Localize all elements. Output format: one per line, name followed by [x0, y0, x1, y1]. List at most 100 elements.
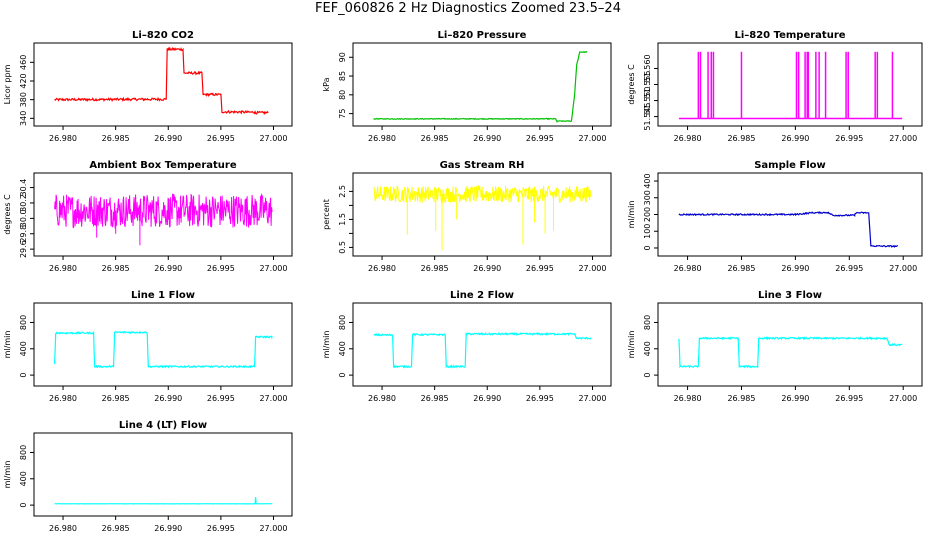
y-tick-label: 29.8 — [19, 225, 28, 243]
x-tick-label: 27.000 — [259, 524, 287, 533]
y-tick-label: 200 — [643, 207, 652, 222]
series-line — [373, 50, 588, 124]
x-tick-label: 26.985 — [421, 394, 449, 403]
series-line — [54, 46, 269, 116]
x-tick-label: 26.980 — [368, 134, 396, 143]
x-tick-label: 26.995 — [526, 134, 554, 143]
x-tick-label: 26.990 — [154, 394, 182, 403]
y-tick-label: 100 — [643, 224, 652, 239]
plot-frame — [657, 302, 923, 387]
chart-panel-3: Li–820 Temperature degrees C 26.980 26.985 2… — [627, 30, 923, 143]
chart-title: Li–820 CO2 — [132, 30, 194, 41]
x-tick-label: 26.980 — [368, 264, 396, 273]
chart-title: Gas Stream RH — [440, 160, 525, 171]
x-tick-label: 26.995 — [526, 394, 554, 403]
plot-frame — [33, 172, 293, 257]
chart-title: Li–820 Pressure — [438, 30, 527, 41]
y-axis-label: kPa — [322, 77, 331, 91]
y-axis-label: degrees C — [3, 194, 12, 235]
chart-title: Ambient Box Temperature — [89, 160, 236, 171]
y-tick-label: 51.555 — [643, 71, 652, 99]
x-tick-label: 26.985 — [727, 264, 755, 273]
x-tick-label: 27.000 — [259, 134, 287, 143]
page-title: FEF_060826 2 Hz Diagnostics Zoomed 23.5–… — [315, 1, 621, 16]
chart-title: Line 2 Flow — [450, 290, 514, 301]
x-tick-label: 26.990 — [781, 264, 809, 273]
x-tick-label: 26.985 — [102, 134, 130, 143]
chart-panel-5: Gas Stream RH percent 26.980 26.985 26.990 26… — [322, 160, 612, 273]
y-axis-label: ml/min — [3, 331, 12, 359]
x-tick-label: 26.990 — [154, 524, 182, 533]
y-tick-label: 400 — [19, 341, 28, 356]
x-tick-label: 27.000 — [578, 394, 606, 403]
y-tick-label: 51.550 — [643, 87, 652, 115]
y-tick-label: 80 — [338, 90, 347, 100]
x-tick-label: 26.995 — [835, 264, 863, 273]
x-tick-label: 26.980 — [674, 264, 702, 273]
series-line — [678, 336, 903, 369]
x-tick-label: 26.980 — [674, 394, 702, 403]
x-tick-label: 26.990 — [473, 394, 501, 403]
plot-frame — [352, 42, 612, 127]
series-line — [54, 330, 273, 369]
x-tick-label: 26.985 — [727, 134, 755, 143]
x-tick-label: 26.980 — [674, 134, 702, 143]
y-tick-label: 30.0 — [19, 209, 28, 227]
series-line — [373, 184, 592, 251]
y-tick-label: 400 — [643, 173, 652, 188]
x-tick-label: 27.000 — [259, 394, 287, 403]
x-tick-label: 27.000 — [889, 264, 917, 273]
chart-panel-9: Line 3 Flow ml/min 26.980 26.985 26.990 26.99… — [627, 290, 923, 403]
y-tick-label: 800 — [19, 315, 28, 330]
series-line — [678, 211, 899, 248]
y-axis-label: ml/min — [322, 331, 331, 359]
chart-panel-10: Line 4 (LT) Flow ml/min 26.980 26.985 26.990… — [3, 420, 293, 533]
series-line — [373, 331, 592, 369]
x-tick-label: 26.985 — [421, 134, 449, 143]
x-tick-label: 26.990 — [781, 134, 809, 143]
y-axis-label: Licor ppm — [3, 64, 12, 104]
x-tick-label: 26.990 — [154, 264, 182, 273]
x-tick-label: 26.995 — [835, 394, 863, 403]
y-tick-label: 0 — [643, 373, 652, 378]
y-axis-label: degrees C — [627, 64, 636, 105]
y-tick-label: 51.560 — [643, 54, 652, 82]
chart-panel-2: Li–820 Pressure kPa 26.980 26.985 26.990 26.9… — [322, 30, 612, 143]
plot-frame — [352, 172, 612, 257]
chart-title: Line 1 Flow — [131, 290, 195, 301]
y-tick-label: 400 — [643, 341, 652, 356]
x-tick-label: 26.995 — [207, 134, 235, 143]
x-tick-label: 26.995 — [835, 134, 863, 143]
y-tick-label: 800 — [19, 445, 28, 460]
y-tick-label: 29.6 — [19, 240, 28, 258]
x-tick-label: 26.985 — [102, 264, 130, 273]
y-tick-label: 30.4 — [19, 179, 28, 197]
x-tick-label: 26.990 — [473, 264, 501, 273]
x-tick-label: 27.000 — [889, 134, 917, 143]
x-tick-label: 27.000 — [578, 264, 606, 273]
plot-frame — [33, 302, 293, 387]
x-tick-label: 26.990 — [473, 134, 501, 143]
x-tick-label: 27.000 — [259, 264, 287, 273]
x-tick-label: 27.000 — [889, 394, 917, 403]
chart-title: Sample Flow — [754, 160, 826, 171]
y-tick-label: 380 — [19, 92, 28, 107]
y-tick-label: 85 — [338, 71, 347, 81]
plot-frame — [33, 432, 293, 517]
y-tick-label: 800 — [338, 315, 347, 330]
y-tick-label: 90 — [338, 52, 347, 62]
y-tick-label: 30.2 — [19, 194, 28, 212]
chart-panel-4: Ambient Box Temperature degrees C 26.980 26… — [3, 160, 293, 273]
chart-panel-7: Line 1 Flow ml/min 26.980 26.985 26.990 26.99… — [3, 290, 293, 403]
x-tick-label: 26.980 — [49, 524, 77, 533]
plot-frame — [352, 302, 612, 387]
y-tick-label: 51.545 — [643, 103, 652, 131]
x-tick-label: 26.985 — [421, 264, 449, 273]
x-tick-label: 26.985 — [102, 524, 130, 533]
y-tick-label: 0 — [19, 503, 28, 508]
y-tick-label: 300 — [643, 190, 652, 205]
y-tick-label: 800 — [643, 315, 652, 330]
y-tick-label: 420 — [19, 73, 28, 88]
y-tick-label: 0 — [338, 373, 347, 378]
